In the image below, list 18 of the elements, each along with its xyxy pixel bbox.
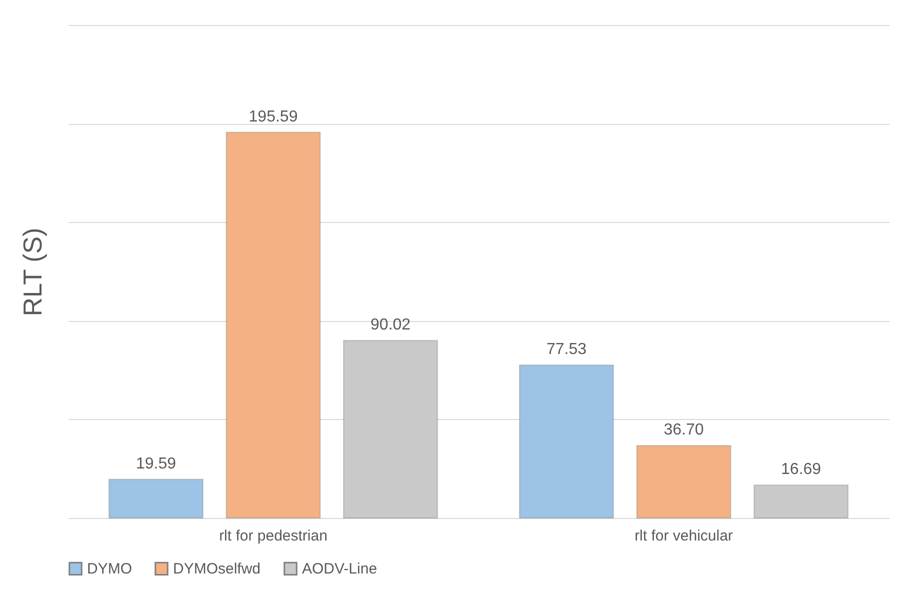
bar xyxy=(636,445,732,519)
data-label: 19.59 xyxy=(136,455,176,472)
data-label: 195.59 xyxy=(248,108,298,126)
bar xyxy=(518,364,614,519)
bar xyxy=(108,478,204,519)
data-label: 90.02 xyxy=(370,316,411,334)
legend-label: DYMOselfwd xyxy=(173,560,261,578)
bar xyxy=(754,484,849,519)
y-axis-title: RLT (S) xyxy=(18,228,48,316)
data-label: 36.70 xyxy=(664,422,704,439)
bar xyxy=(226,132,321,519)
data-label: 16.69 xyxy=(781,461,822,478)
legend-label: AODV-Line xyxy=(302,560,378,578)
bar xyxy=(343,340,438,519)
x-tick-label: rlt for pedestrian xyxy=(219,528,328,544)
legend-label: DYMO xyxy=(87,560,132,578)
x-tick-label: rlt for vehicular xyxy=(634,528,733,544)
data-label: 77.53 xyxy=(546,341,587,358)
